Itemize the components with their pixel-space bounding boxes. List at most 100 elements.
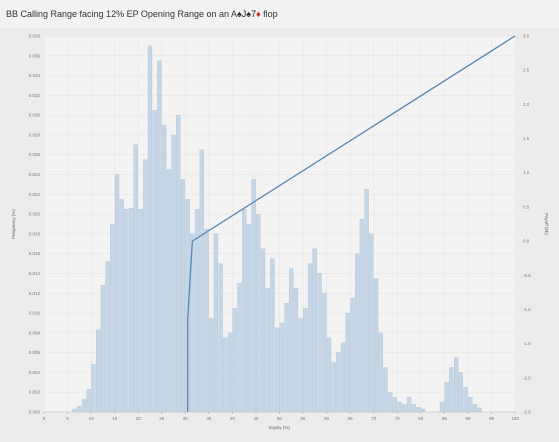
histogram-bar bbox=[340, 342, 346, 413]
histogram-bar bbox=[237, 283, 242, 413]
x-tick-label: 15 bbox=[112, 416, 118, 421]
chart-title-suffix: flop bbox=[260, 9, 278, 19]
histogram-bar bbox=[307, 263, 313, 413]
histogram-bar bbox=[161, 124, 167, 413]
x-tick-label: 75 bbox=[395, 416, 401, 421]
histogram-bar bbox=[96, 329, 101, 413]
x-tick-label: 30 bbox=[183, 416, 189, 421]
histogram-bar bbox=[468, 397, 473, 413]
histogram-bar bbox=[180, 179, 186, 413]
histogram-bar bbox=[312, 248, 317, 413]
histogram-bar bbox=[355, 253, 360, 413]
histogram-bar bbox=[77, 405, 82, 413]
histogram-bar bbox=[251, 179, 256, 413]
histogram-bar bbox=[143, 159, 148, 413]
chart-title: BB Calling Range facing 12% EP Opening R… bbox=[6, 9, 278, 19]
histogram-bar bbox=[265, 288, 270, 413]
chart-title-prefix: BB Calling Range facing 12% EP Opening R… bbox=[6, 9, 237, 19]
x-tick-label: 25 bbox=[159, 416, 165, 421]
histogram-bar bbox=[402, 403, 407, 413]
histogram-bar bbox=[284, 303, 289, 413]
histogram-bar bbox=[227, 332, 233, 413]
histogram-bar bbox=[171, 134, 176, 413]
left-y-tick-label: 0.024 bbox=[29, 172, 41, 177]
histogram-bar bbox=[128, 208, 134, 413]
histogram-bar bbox=[274, 327, 280, 413]
x-tick-label: 0 bbox=[43, 416, 46, 421]
right-y-tick-label: -1.0 bbox=[523, 307, 531, 312]
histogram-bar bbox=[331, 362, 336, 413]
histogram-bar bbox=[279, 322, 285, 413]
left-y-tick-label: 0.034 bbox=[29, 73, 41, 78]
right-y-tick-label: -2.0 bbox=[523, 375, 531, 380]
histogram-bar bbox=[100, 285, 106, 413]
histogram-bar bbox=[138, 209, 143, 413]
histogram-bar bbox=[388, 392, 393, 413]
left-y-tick-label: 0.014 bbox=[29, 271, 41, 276]
histogram-bar bbox=[369, 233, 374, 413]
histogram-bar bbox=[397, 401, 402, 413]
x-tick-label: 90 bbox=[465, 416, 471, 421]
x-tick-label: 70 bbox=[371, 416, 377, 421]
left-y-tick-label: 0.000 bbox=[29, 410, 41, 415]
left-y-tick-label: 0.026 bbox=[29, 152, 41, 157]
histogram-bar bbox=[105, 261, 110, 413]
right-y-tick-label: -1.5 bbox=[523, 341, 531, 346]
histogram-bar bbox=[289, 268, 294, 413]
histogram-bar bbox=[411, 403, 416, 413]
left-y-tick-label: 0.008 bbox=[29, 330, 41, 335]
histogram-bar bbox=[152, 110, 157, 413]
payoff-line bbox=[187, 35, 516, 412]
right-y-tick-label: 1.5 bbox=[523, 136, 530, 141]
left-y-tick-label: 0.012 bbox=[29, 291, 41, 296]
histogram-bar bbox=[270, 258, 275, 413]
line-layer bbox=[187, 35, 516, 412]
left-y-tick-label: 0.028 bbox=[29, 132, 41, 137]
histogram-bar bbox=[147, 45, 153, 413]
histogram-bar bbox=[218, 263, 223, 413]
card-3-rank: 7 bbox=[251, 9, 257, 19]
histogram-bar bbox=[345, 312, 350, 413]
histogram-bar bbox=[317, 273, 322, 413]
card-2-rank: J bbox=[241, 9, 247, 19]
x-tick-label: 5 bbox=[66, 416, 69, 421]
left-y-tick-label: 0.016 bbox=[29, 251, 41, 256]
x-tick-label: 55 bbox=[301, 416, 307, 421]
left-y-tick-label: 0.010 bbox=[29, 311, 41, 316]
title-bar: BB Calling Range facing 12% EP Opening R… bbox=[0, 0, 559, 28]
histogram-bar bbox=[110, 223, 115, 413]
card-1-suit: ♠ bbox=[237, 9, 242, 19]
x-tick-label: 100 bbox=[511, 416, 519, 421]
histogram-bar bbox=[406, 397, 412, 413]
right-y-tick-label: 2.0 bbox=[523, 102, 530, 107]
histogram-bar bbox=[373, 278, 379, 413]
left-y-tick-label: 0.004 bbox=[29, 370, 41, 375]
histogram-bar bbox=[204, 228, 209, 413]
histogram-bar bbox=[260, 248, 266, 413]
histogram-bar bbox=[114, 174, 120, 413]
histogram-bar bbox=[246, 223, 252, 413]
x-tick-label: 50 bbox=[277, 416, 283, 421]
left-y-tick-label: 0.030 bbox=[29, 113, 41, 118]
x-tick-label: 80 bbox=[418, 416, 424, 421]
left-y-tick-label: 0.006 bbox=[29, 350, 41, 355]
histogram-bar bbox=[477, 407, 482, 413]
histogram-bar bbox=[458, 372, 463, 413]
axis-layer: Equity (%) Frequency (%) Payoff (bb) 0.0… bbox=[11, 34, 549, 431]
histogram-bar bbox=[81, 398, 87, 413]
histogram-bar bbox=[420, 408, 426, 413]
right-y-tick-label: 2.5 bbox=[523, 68, 530, 73]
x-tick-label: 20 bbox=[136, 416, 142, 421]
right-y-tick-label: 1.0 bbox=[523, 170, 530, 175]
right-y-tick-label: 0.5 bbox=[523, 204, 530, 209]
histogram-bar bbox=[157, 60, 162, 413]
histogram-bar bbox=[209, 317, 214, 413]
histogram-bar bbox=[364, 189, 369, 413]
histogram-bar bbox=[472, 403, 478, 413]
left-y-tick-label: 0.020 bbox=[29, 212, 41, 217]
card-3-suit: ♦ bbox=[256, 9, 261, 19]
x-tick-label: 65 bbox=[348, 416, 354, 421]
histogram-bar bbox=[166, 169, 171, 413]
histogram-bar bbox=[416, 406, 421, 413]
